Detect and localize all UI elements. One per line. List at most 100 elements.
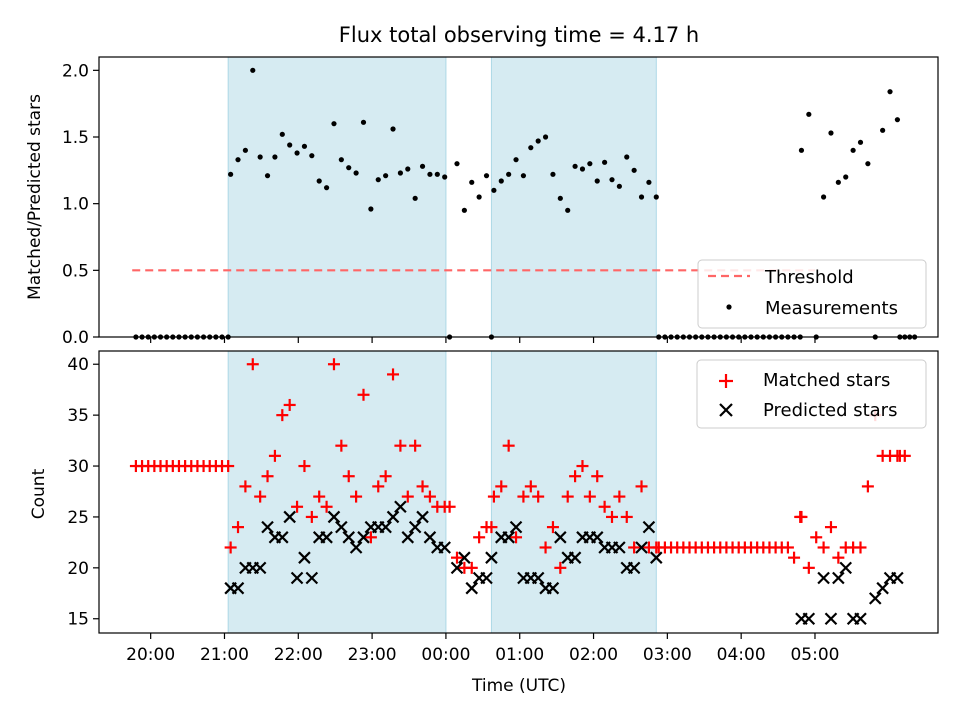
measurement-point	[454, 161, 460, 167]
measurement-point	[528, 145, 534, 151]
measurement-point	[228, 171, 234, 177]
shaded-interval	[490, 56, 657, 338]
matched-star-point	[298, 460, 311, 473]
predicted-star-point	[590, 531, 604, 544]
measurement-point	[857, 139, 864, 145]
matched-star-point	[605, 510, 618, 523]
measurement-point	[887, 89, 893, 95]
measurement-point	[579, 166, 586, 172]
predicted-star-point	[386, 510, 400, 524]
predicted-star-point	[231, 581, 245, 595]
y-tick-label: 25	[67, 508, 89, 528]
bottom-x-ticks: 20:00 21:00 22:00 23:00 00:00 01:00 02:00 03:00…	[126, 633, 839, 665]
matched-star-point	[291, 500, 304, 513]
matched-star-point	[802, 561, 815, 574]
matched-star-point	[598, 500, 611, 513]
measurement-point	[419, 163, 426, 169]
measurement-point	[542, 134, 549, 140]
matched-star-point	[539, 541, 552, 554]
matched-star-point	[546, 521, 559, 534]
predicted-star-point	[305, 571, 319, 585]
measurement-point	[587, 161, 593, 167]
x-tick-label: 05:00	[790, 645, 839, 665]
matched-star-point	[473, 531, 486, 544]
matched-star-point	[387, 368, 400, 381]
measurement-point	[476, 194, 482, 200]
y-tick-label: 35	[67, 406, 89, 426]
top-y-ticks: 0.0 0.5 1.0 1.5 2.0	[62, 61, 99, 348]
x-tick-label: 21:00	[200, 645, 249, 665]
predicted-star-point	[349, 541, 363, 554]
x-tick-label: 02:00	[569, 645, 618, 665]
bottom-y-ticks: 15 20 25 30 35 40	[67, 355, 99, 630]
measurement-point	[469, 179, 475, 185]
measurement-point	[442, 174, 448, 180]
measurement-point	[646, 179, 652, 185]
matched-star-point	[222, 460, 235, 473]
top-legend-box	[697, 259, 927, 329]
matched-star-point	[232, 521, 245, 534]
matched-star-point	[832, 551, 845, 564]
measurement-point	[506, 171, 512, 177]
x-tick-label: 03:00	[643, 645, 692, 665]
predicted-star-point	[613, 541, 626, 554]
predicted-star-point	[854, 612, 867, 626]
matched-star-point	[824, 521, 837, 534]
matched-star-point	[524, 480, 537, 493]
measurement-point	[483, 173, 490, 179]
matched-star-point	[576, 460, 589, 473]
matched-star-point	[502, 439, 515, 452]
predicted-star-point	[465, 581, 479, 595]
matched-star-point	[583, 490, 596, 503]
predicted-star-point	[554, 531, 567, 544]
measurement-point	[602, 159, 608, 165]
y-tick-label: 30	[67, 457, 89, 477]
matched-star-point	[810, 531, 823, 544]
measurement-point	[550, 171, 556, 177]
measurement-point	[557, 195, 563, 201]
predicted-star-point	[290, 571, 304, 585]
predicted-star-point	[283, 510, 296, 524]
matched-star-point	[246, 358, 259, 371]
predicted-star-point	[320, 531, 333, 544]
matched-star-point	[254, 490, 267, 503]
y-tick-label: 1.5	[62, 128, 89, 148]
measurement-point	[461, 207, 467, 213]
matched-star-point	[591, 470, 604, 483]
matched-star-point	[357, 388, 370, 401]
matched-star-point	[450, 551, 463, 564]
measurement-point	[806, 111, 812, 117]
shaded-interval	[227, 56, 447, 338]
matched-star-point	[416, 480, 429, 493]
matched-star-point	[423, 490, 436, 503]
y-tick-label: 0.0	[62, 328, 89, 348]
predicted-star-point	[327, 510, 341, 524]
matched-star-point	[861, 480, 874, 493]
bottom-axes-frame	[98, 350, 939, 634]
shaded-interval	[490, 350, 657, 634]
top-legend: Threshold Measurements	[697, 259, 927, 329]
matched-star-point	[320, 500, 333, 513]
measurement-point	[264, 173, 271, 179]
predicted-star-point	[408, 520, 422, 534]
matched-star-point	[350, 490, 363, 503]
measurement-point	[323, 185, 330, 191]
top-axes-frame	[98, 56, 939, 338]
matched-star-point	[781, 541, 794, 554]
predicted-star-point	[839, 561, 853, 575]
predicted-star-point	[450, 561, 464, 575]
predicted-star-point	[568, 551, 582, 564]
legend-measurements-label: Measurements	[765, 298, 898, 319]
matched-stars-points	[129, 358, 911, 574]
legend-predicted-swatch	[719, 403, 733, 417]
x-tick-label: 23:00	[348, 645, 397, 665]
shaded-interval	[227, 350, 447, 634]
predicted-star-point	[253, 561, 267, 575]
predicted-star-point	[642, 520, 656, 534]
y-tick-label: 1.0	[62, 195, 89, 215]
measurement-point	[346, 165, 352, 171]
predicted-star-point	[458, 551, 471, 564]
measurement-point	[491, 187, 497, 193]
matched-star-point	[620, 510, 633, 523]
measurement-point	[360, 119, 367, 125]
